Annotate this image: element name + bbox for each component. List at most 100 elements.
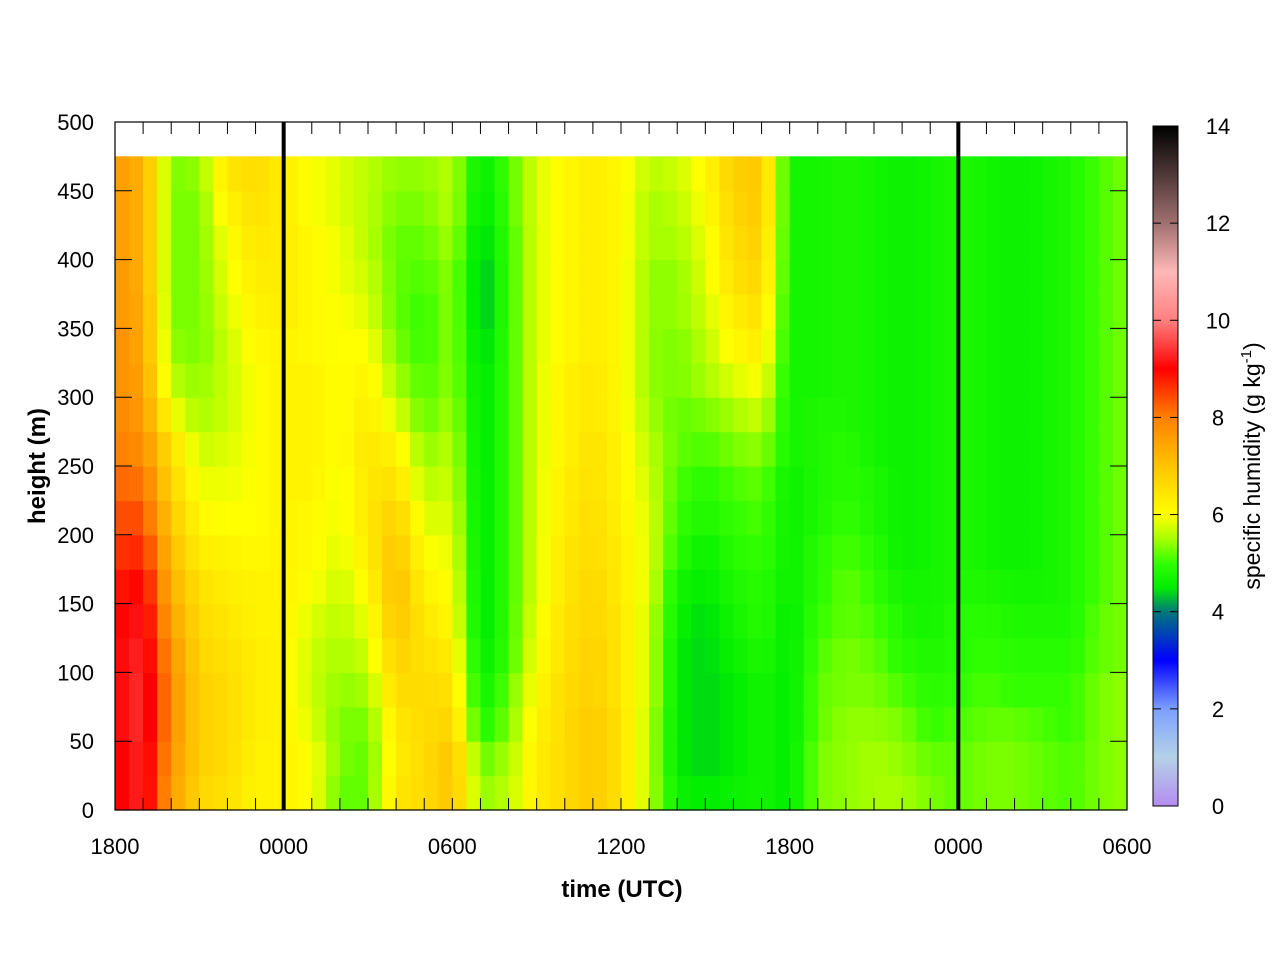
heatmap-cell (325, 466, 341, 501)
heatmap-cell (677, 638, 692, 673)
heatmap-cell (241, 775, 257, 811)
heatmap-cell (1056, 569, 1072, 605)
heatmap-cell (1056, 775, 1072, 811)
heatmap-cell (550, 569, 566, 605)
heatmap-cell (930, 328, 945, 364)
heatmap-cell (185, 672, 200, 708)
heatmap-cell (592, 156, 608, 157)
heatmap-cell (606, 672, 622, 708)
heatmap-cell (171, 569, 186, 605)
heatmap-cell (916, 534, 931, 570)
heatmap-cell (396, 603, 411, 639)
heatmap-cell (691, 259, 706, 295)
heatmap-cell (564, 741, 580, 777)
heatmap-cell (902, 328, 917, 364)
heatmap-cell (578, 259, 594, 295)
heatmap-cell (831, 294, 847, 329)
heatmap-cell (227, 362, 243, 398)
heatmap-cell (916, 672, 931, 708)
heatmap-cell (283, 569, 299, 605)
heatmap-cell (522, 225, 538, 261)
heatmap-cell (115, 156, 130, 192)
heatmap-cell (129, 294, 144, 329)
heatmap-cell (1042, 397, 1058, 433)
heatmap-cell (859, 672, 875, 708)
heatmap-cell (1098, 294, 1114, 329)
heatmap-cell (494, 466, 510, 501)
heatmap-cell (213, 638, 229, 673)
heatmap-cell (761, 259, 777, 295)
heatmap-cell (424, 638, 439, 673)
heatmap-cell (578, 534, 594, 570)
heatmap-cell (550, 362, 566, 398)
heatmap-cell (227, 259, 243, 295)
heatmap-cell (1098, 534, 1114, 570)
heatmap-cell (831, 362, 847, 398)
heatmap-cell (986, 156, 1002, 192)
heatmap-cell (972, 294, 988, 329)
heatmap-cell (269, 569, 285, 605)
heatmap-cell (283, 362, 299, 398)
heatmap-cell (213, 431, 229, 467)
heatmap-cell (944, 259, 959, 295)
heatmap-cell (775, 500, 791, 536)
heatmap-cell (972, 156, 988, 192)
heatmap-cell (972, 156, 988, 157)
heatmap-cell (621, 397, 636, 433)
heatmap-cell (888, 775, 903, 811)
heatmap-cell (269, 500, 285, 536)
heatmap-cell (452, 775, 467, 811)
heatmap-cell (578, 362, 594, 398)
heatmap-cell (1042, 362, 1058, 398)
heatmap-cell (269, 362, 285, 398)
heatmap-cell (508, 466, 524, 501)
heatmap-cell (705, 638, 720, 673)
heatmap-cell (227, 775, 243, 811)
heatmap-cell (508, 328, 524, 364)
heatmap-cell (874, 775, 889, 811)
heatmap-cell (115, 500, 130, 536)
heatmap-cell (958, 569, 973, 605)
heatmap-cell (649, 259, 664, 295)
heatmap-cell (803, 603, 819, 639)
heatmap-cell (199, 156, 214, 192)
heatmap-cell (353, 569, 369, 605)
heatmap-cell (691, 362, 706, 398)
heatmap-cell (663, 362, 678, 398)
heatmap-cell (255, 362, 271, 398)
heatmap-cell (283, 741, 299, 777)
heatmap-cell (1098, 638, 1114, 673)
heatmap-cell (705, 500, 720, 536)
heatmap-cell (550, 500, 566, 536)
heatmap-cell (930, 741, 945, 777)
heatmap-cell (817, 638, 833, 673)
heatmap-cell (747, 156, 763, 157)
heatmap-cell (494, 362, 510, 398)
heatmap-cell (339, 225, 355, 261)
heatmap-cell (719, 706, 735, 742)
heatmap-cell (635, 603, 650, 639)
heatmap-cell (115, 706, 130, 742)
heatmap-cell (789, 500, 805, 536)
heatmap-cell (129, 672, 144, 708)
heatmap-cell (199, 741, 214, 777)
heatmap-cell (283, 500, 299, 536)
heatmap-cell (396, 225, 411, 261)
heatmap-cell (874, 156, 889, 192)
heatmap-cell (845, 706, 861, 742)
colorbar-tick-label: 0 (1212, 794, 1224, 819)
heatmap-cell (761, 156, 777, 192)
heatmap-cell (1014, 397, 1030, 433)
heatmap-cell (733, 569, 749, 605)
heatmap-cell (115, 328, 130, 364)
heatmap-cell (578, 466, 594, 501)
heatmap-cell (874, 431, 889, 467)
heatmap-cell (1070, 156, 1086, 192)
heatmap-cell (944, 569, 959, 605)
heatmap-cell (227, 638, 243, 673)
heatmap-cell (930, 294, 945, 329)
heatmap-cell (874, 328, 889, 364)
heatmap-cell (606, 328, 622, 364)
heatmap-cell (213, 534, 229, 570)
heatmap-cell (677, 466, 692, 501)
